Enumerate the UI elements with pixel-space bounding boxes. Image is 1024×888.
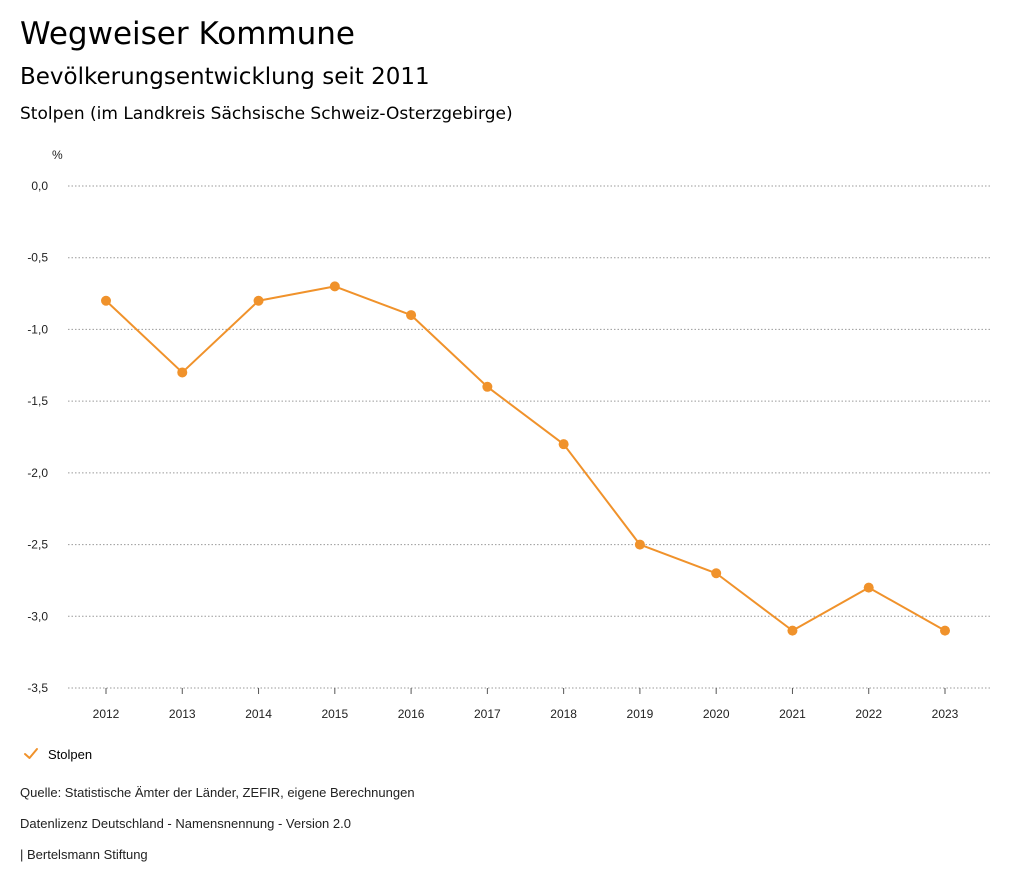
y-tick-label: -1,0 xyxy=(27,322,48,336)
data-point xyxy=(711,568,722,579)
check-icon xyxy=(24,748,38,759)
data-point xyxy=(863,582,874,593)
x-tick-label: 2018 xyxy=(550,707,577,721)
line-chart: % 0,0-0,5-1,0-1,5-2,0-2,5-3,0-3,5 2012 20… xyxy=(27,148,990,721)
data-point xyxy=(253,295,264,306)
chart-subtitle: Bevölkerungsentwicklung seit 2011 xyxy=(20,64,430,90)
x-tick-label: 2019 xyxy=(627,707,654,721)
y-axis-unit: % xyxy=(52,148,63,162)
y-tick-label: -0,5 xyxy=(27,251,48,265)
x-axis-ticks: 2012 2013 2014 2015 2016 2017 2018 2019 2020 2021… xyxy=(93,688,959,721)
x-tick-label: 2016 xyxy=(398,707,425,721)
data-point xyxy=(558,439,569,450)
y-tick-label: -1,5 xyxy=(27,394,48,408)
x-tick-label: 2023 xyxy=(932,707,959,721)
data-point xyxy=(787,625,798,636)
region-label: Stolpen (im Landkreis Sächsische Schweiz… xyxy=(20,104,513,124)
x-tick-label: 2017 xyxy=(474,707,501,721)
series-stolpen xyxy=(101,281,950,636)
data-point xyxy=(634,539,645,550)
data-point xyxy=(406,310,417,321)
data-point xyxy=(177,367,188,378)
y-tick-label: -3,5 xyxy=(27,681,48,695)
y-tick-label: -3,0 xyxy=(27,609,48,623)
y-tick-label: 0,0 xyxy=(31,179,48,193)
y-axis-ticks: 0,0 -0,5 -1,0 -1,5 -2,0 -2,5 -3,0 -3,5 xyxy=(27,179,48,695)
y-tick-label: -2,5 xyxy=(27,538,48,552)
legend[interactable]: Stolpen xyxy=(22,745,92,763)
x-tick-label: 2013 xyxy=(169,707,196,721)
data-point xyxy=(329,281,340,292)
x-tick-label: 2022 xyxy=(855,707,882,721)
gridlines xyxy=(68,185,990,689)
data-point xyxy=(101,295,111,306)
x-tick-label: 2015 xyxy=(321,707,348,721)
data-point xyxy=(940,625,950,636)
source-note: Quelle: Statistische Ämter der Länder, Z… xyxy=(20,785,415,800)
license-note: Datenlizenz Deutschland - Namensnennung … xyxy=(20,816,351,831)
y-tick-label: -2,0 xyxy=(27,466,48,480)
publisher-note: | Bertelsmann Stiftung xyxy=(20,847,148,862)
x-tick-label: 2021 xyxy=(779,707,806,721)
x-tick-label: 2020 xyxy=(703,707,730,721)
data-point xyxy=(482,381,493,392)
page-title: Wegweiser Kommune xyxy=(20,16,355,52)
legend-label: Stolpen xyxy=(48,746,93,762)
series-line xyxy=(105,285,946,632)
x-tick-label: 2014 xyxy=(245,707,272,721)
x-tick-label: 2012 xyxy=(93,707,120,721)
